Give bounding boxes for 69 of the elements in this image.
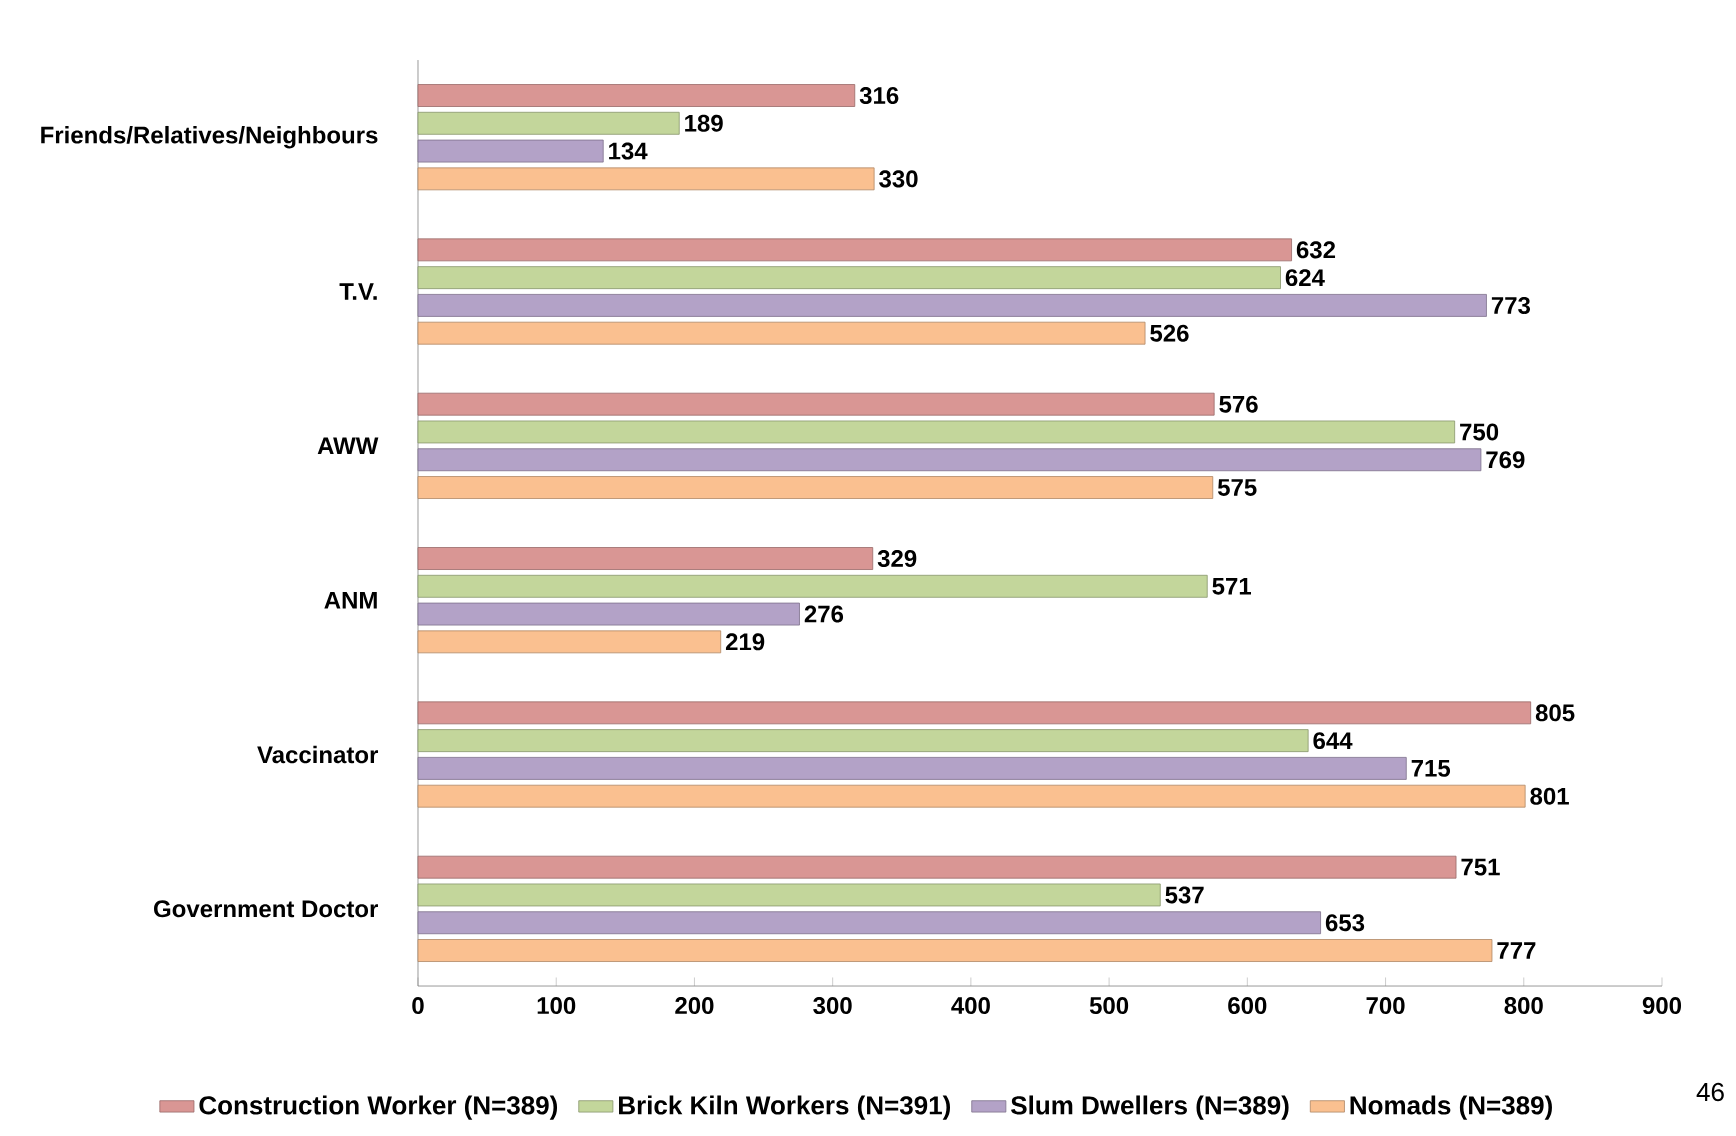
bar: [417, 294, 1487, 317]
data-label: 777: [1497, 942, 1536, 959]
bar: [417, 630, 722, 654]
x-tick-label: 700: [1366, 997, 1405, 1015]
y-tick-label: Friends/Relatives/Neighbours: [41, 125, 378, 149]
bar: [417, 476, 1214, 499]
x-tick-label: 600: [1228, 997, 1267, 1015]
legend-label: Construction Worker (N=389): [199, 1095, 558, 1120]
data-label: 750: [1460, 423, 1499, 441]
data-label: 189: [685, 114, 723, 132]
bar: [417, 420, 1456, 444]
bar: [417, 911, 1321, 935]
bar: [417, 321, 1146, 345]
data-label: 632: [1296, 241, 1336, 259]
y-tick-label: T.V.: [339, 283, 377, 300]
bar: [417, 757, 1407, 780]
bar: [417, 729, 1309, 753]
x-tick-label: 500: [1089, 997, 1129, 1015]
data-label: 571: [1212, 577, 1251, 595]
data-label: 526: [1150, 324, 1189, 342]
bar: [417, 238, 1292, 262]
bar: [417, 448, 1482, 472]
bar: [417, 574, 1208, 598]
bar: [417, 883, 1161, 907]
data-label: 219: [725, 633, 765, 651]
text: 46: [1696, 1082, 1724, 1102]
bar: [417, 266, 1281, 290]
bar: [417, 167, 875, 191]
data-label: 715: [1411, 760, 1451, 777]
data-label: 134: [609, 142, 648, 160]
data-label: 653: [1325, 914, 1365, 932]
y-tick-label: AWW: [317, 437, 379, 455]
x-tick-label: 400: [951, 997, 990, 1015]
bar: [417, 784, 1526, 808]
x-tick-label: 200: [675, 997, 714, 1015]
data-label: 575: [1217, 479, 1257, 496]
y-tick-label: ANM: [324, 591, 377, 609]
y-tick-label: Government Doctor: [154, 900, 378, 918]
data-label: 805: [1535, 704, 1575, 722]
data-label: 624: [1285, 269, 1325, 287]
y-tick-label: Vaccinator: [257, 745, 379, 764]
data-label: 751: [1461, 858, 1500, 876]
legend-label: Slum Dwellers (N=389): [1011, 1095, 1289, 1120]
data-label: 801: [1530, 787, 1569, 805]
data-label: 769: [1486, 451, 1525, 469]
bar: [417, 701, 1532, 725]
data-label: 576: [1219, 395, 1258, 413]
x-tick-label: 100: [537, 997, 576, 1015]
legend-label: Brick Kiln Workers (N=391): [619, 1095, 951, 1120]
bar: [417, 547, 874, 570]
data-label: 330: [879, 170, 918, 188]
data-label: 276: [804, 605, 844, 623]
bar: [417, 139, 604, 163]
bar: [417, 855, 1457, 879]
data-label: 644: [1313, 732, 1353, 750]
x-tick-label: 900: [1642, 997, 1682, 1015]
bar: [417, 84, 856, 107]
x-tick-label: 300: [813, 997, 852, 1015]
x-tick-label: 0: [412, 997, 424, 1015]
x-tick-label: 800: [1504, 997, 1543, 1015]
bar: [417, 111, 680, 135]
legend-label: Nomads (N=389): [1350, 1095, 1552, 1120]
data-label: 316: [859, 87, 899, 105]
data-label: 329: [877, 550, 917, 568]
bar: [417, 392, 1215, 416]
data-label: 537: [1165, 886, 1204, 904]
bar: [417, 602, 800, 626]
bar: [417, 939, 1493, 962]
data-label: 773: [1491, 296, 1531, 314]
